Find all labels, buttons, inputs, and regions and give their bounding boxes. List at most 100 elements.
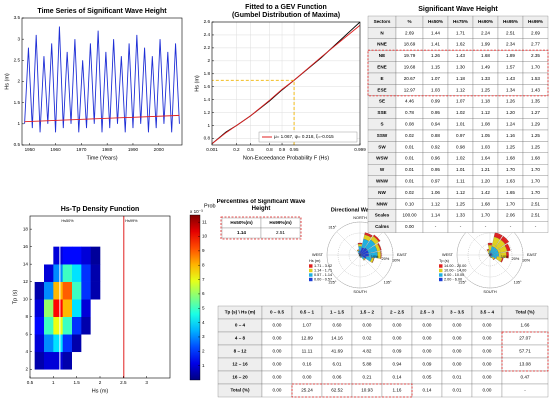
table-header: Tp (s) \ Hs (m) bbox=[225, 310, 256, 315]
x-tick-label: 0.9 bbox=[279, 147, 286, 152]
table-value: 5.88 bbox=[363, 362, 372, 367]
heat-cell bbox=[90, 299, 101, 318]
x-tick-label: 2000 bbox=[154, 147, 165, 152]
x-axis-label: Hs (m) bbox=[92, 388, 109, 394]
table-value: 1.20 bbox=[481, 179, 490, 184]
heat-cell bbox=[44, 316, 54, 335]
table-value: 0.14 bbox=[423, 388, 432, 393]
heat-cell bbox=[81, 299, 91, 318]
rose-segment bbox=[380, 251, 382, 259]
y-tick-label: 1.8 bbox=[204, 71, 211, 76]
y-tick-label: 2.6 bbox=[204, 19, 211, 24]
table-value: - bbox=[485, 224, 487, 229]
table-header: Total (%) bbox=[515, 310, 535, 315]
colorbar-tick-label: 11 bbox=[202, 219, 207, 224]
heat-cell bbox=[72, 334, 82, 353]
table-value: 1.01 bbox=[456, 122, 465, 127]
table-value: 1.18 bbox=[481, 99, 490, 104]
y-tick-label: 1.2 bbox=[204, 110, 211, 115]
x-tick-label: 1 bbox=[52, 380, 55, 385]
table-header: Hs90% bbox=[478, 19, 493, 24]
table-header: NNW bbox=[377, 201, 389, 206]
y-tick-label: 0.5 bbox=[14, 142, 21, 147]
table-value: 0.96 bbox=[431, 156, 440, 161]
table-value: 1.14 bbox=[431, 213, 440, 218]
y-tick-label: 2 bbox=[25, 366, 28, 371]
y-tick-label: 0.8 bbox=[204, 136, 211, 141]
table-value: 2.69 bbox=[531, 30, 540, 35]
table-value: 0.01 bbox=[405, 144, 414, 149]
heat-cell bbox=[72, 316, 82, 335]
rose-segment bbox=[357, 242, 363, 245]
heat-cell bbox=[81, 246, 91, 265]
table-value: 1.26 bbox=[431, 53, 440, 58]
table-value: 2.06 bbox=[506, 213, 515, 218]
legend-label: 1.14 - 1.71 bbox=[314, 269, 332, 273]
table-value: 0.00 bbox=[483, 349, 492, 354]
table-header: 3 – 3.5 bbox=[450, 310, 464, 315]
table-header: 4 – 8 bbox=[235, 336, 246, 341]
table-value: 0.00 bbox=[273, 375, 282, 380]
colorbar-tick-label: 3 bbox=[202, 334, 205, 339]
table-value: 1.66 bbox=[521, 323, 530, 328]
y-tick-label: 2.5 bbox=[14, 58, 21, 63]
table-value: 0.00 bbox=[483, 323, 492, 328]
table-value: 0.00 bbox=[423, 323, 432, 328]
table-header: N bbox=[380, 30, 384, 35]
rose-ring bbox=[467, 232, 513, 278]
table-header: Sectors bbox=[374, 19, 391, 24]
table-value: 1.53 bbox=[531, 76, 540, 81]
highlight bbox=[367, 49, 549, 97]
table-value: 1.33 bbox=[481, 76, 490, 81]
rose-segment bbox=[357, 243, 363, 247]
x-tick-label: 1950 bbox=[25, 147, 36, 152]
heat-cell bbox=[90, 246, 101, 265]
table-value: 1.43 bbox=[531, 87, 540, 92]
table-header: 8 – 12 bbox=[234, 349, 247, 354]
table-title: Percentiles of Significant Wave Height bbox=[216, 199, 306, 212]
table-header: 16 – 20 bbox=[232, 375, 248, 380]
table-value: 0.00 bbox=[453, 336, 462, 341]
table-header: 0.5 – 1 bbox=[300, 310, 314, 315]
table-value: 1.62 bbox=[456, 42, 465, 47]
table-value: 0.95 bbox=[431, 110, 440, 115]
compass-label: WEST bbox=[442, 253, 454, 257]
table-header: 3.5 – 4 bbox=[480, 310, 494, 315]
table-header: NNE bbox=[377, 42, 387, 47]
y-tick-label: 2 bbox=[17, 79, 20, 84]
table-value: 1.25 bbox=[531, 133, 540, 138]
plot-frame bbox=[29, 215, 171, 379]
y-tick-label: 1 bbox=[17, 121, 20, 126]
chart-title: Time Series of Significant Wave Height bbox=[37, 8, 167, 15]
table-value: 2.51 bbox=[276, 230, 285, 235]
colorbar-tick-label: 1 bbox=[202, 363, 205, 368]
series-line bbox=[212, 24, 360, 145]
table-header: Hs99% bbox=[528, 19, 543, 24]
heat-cell bbox=[53, 246, 63, 265]
rose-segment bbox=[486, 248, 490, 251]
table-header: % bbox=[407, 19, 411, 24]
table-header: 0 – 4 bbox=[235, 323, 246, 328]
table-value: 1.68 bbox=[481, 201, 490, 206]
table-header: SE bbox=[379, 99, 385, 104]
table-value: 1.33 bbox=[456, 213, 465, 218]
table-value: 4.82 bbox=[363, 349, 372, 354]
table-value: 14.16 bbox=[331, 336, 343, 341]
table-value: 1.15 bbox=[431, 65, 440, 70]
table-value: 0.21 bbox=[363, 375, 372, 380]
highlight bbox=[220, 216, 302, 240]
table-value: 0.08 bbox=[405, 122, 414, 127]
chart-subtitle: (Gumbel Distribution of Maxima) bbox=[232, 12, 340, 19]
table-value: 1.57 bbox=[506, 65, 515, 70]
legend-title: Tp (s) bbox=[439, 259, 450, 263]
table-value: 0.94 bbox=[431, 122, 440, 127]
table-title-box: Percentiles of Significant Wave Height bbox=[216, 199, 306, 212]
table-value: 0.00 bbox=[273, 323, 282, 328]
table-value: 62.52 bbox=[331, 388, 343, 393]
heat-cell bbox=[81, 264, 91, 282]
table-cell bbox=[260, 227, 301, 239]
table-value: 1.12 bbox=[456, 87, 465, 92]
chart-title: Hs-Tp Density Function bbox=[61, 206, 140, 213]
table-value: 2.51 bbox=[531, 201, 540, 206]
heat-cell bbox=[53, 351, 63, 370]
